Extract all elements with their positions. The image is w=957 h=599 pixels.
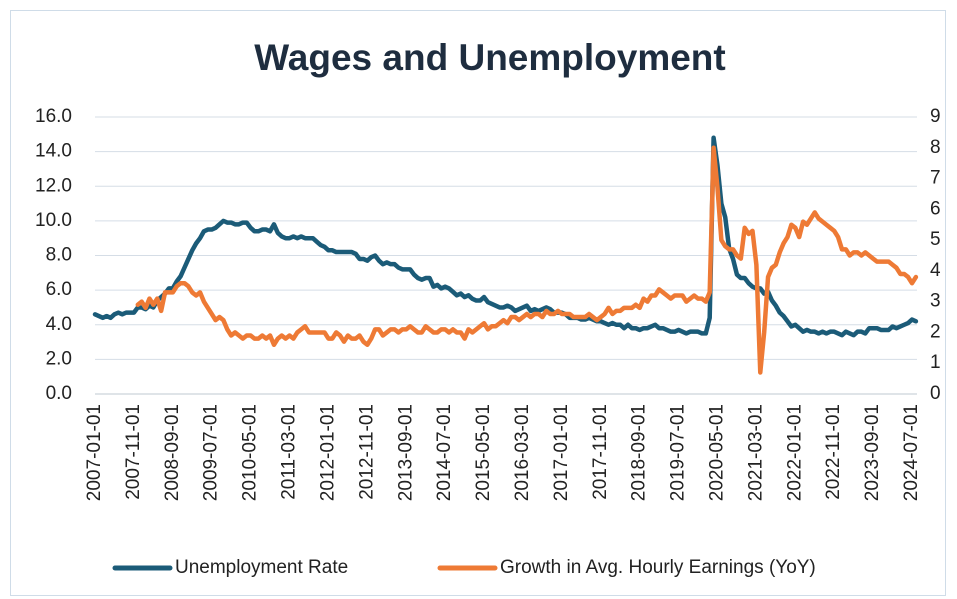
x-tick-label: 2013-09-01	[395, 404, 416, 501]
x-tick-label: 2018-09-01	[629, 404, 650, 501]
chart-title: Wages and Unemployment	[254, 37, 725, 78]
y-tick-label: 8.0	[46, 245, 72, 266]
y-tick-label: 12.0	[35, 175, 72, 196]
x-tick-label: 2010-05-01	[240, 404, 261, 501]
x-tick-label: 2009-07-01	[201, 404, 222, 501]
y2-tick-label: 1	[930, 352, 941, 373]
x-tick-label: 2020-05-01	[706, 404, 727, 501]
y2-tick-label: 6	[930, 198, 941, 219]
y2-tick-label: 0	[930, 383, 941, 404]
x-tick-label: 2008-09-01	[162, 404, 183, 501]
x-tick-label: 2024-07-01	[901, 404, 922, 501]
legend-label: Growth in Avg. Hourly Earnings (YoY)	[500, 557, 816, 578]
y-tick-label: 4.0	[46, 314, 72, 335]
y2-tick-label: 9	[930, 106, 941, 127]
series-line	[92, 135, 919, 338]
y-tick-label: 2.0	[46, 348, 72, 369]
y2-tick-label: 8	[930, 137, 941, 158]
x-tick-label: 2021-03-01	[745, 404, 766, 501]
x-tick-label: 2012-11-01	[356, 404, 377, 500]
x-tick-label: 2022-11-01	[823, 404, 844, 500]
legend-label: Unemployment Rate	[175, 557, 348, 578]
series-line	[135, 145, 919, 375]
y-tick-label: 16.0	[35, 106, 72, 127]
x-tick-label: 2007-11-01	[123, 404, 144, 500]
y-tick-label: 14.0	[35, 141, 72, 162]
y2-tick-label: 5	[930, 229, 941, 250]
x-tick-label: 2015-05-01	[473, 404, 494, 501]
x-tick-label: 2007-01-01	[84, 404, 105, 501]
x-tick-label: 2016-03-01	[512, 404, 533, 501]
y2-tick-label: 4	[930, 260, 941, 281]
x-tick-label: 2017-11-01	[590, 404, 611, 500]
x-tick-label: 2012-01-01	[317, 404, 338, 501]
y-tick-label: 6.0	[46, 279, 72, 300]
x-tick-label: 2019-07-01	[668, 404, 689, 501]
x-tick-label: 2017-01-01	[551, 404, 572, 501]
y2-tick-label: 7	[930, 168, 941, 189]
y-tick-label: 10.0	[35, 210, 72, 231]
x-tick-label: 2011-03-01	[279, 404, 300, 500]
y-tick-label: 0.0	[46, 383, 72, 404]
x-tick-label: 2023-09-01	[862, 404, 883, 501]
chart-border	[10, 10, 946, 596]
y2-tick-label: 3	[930, 291, 941, 312]
x-tick-label: 2014-07-01	[434, 404, 455, 501]
y2-tick-label: 2	[930, 321, 941, 342]
x-tick-label: 2022-01-01	[784, 404, 805, 501]
